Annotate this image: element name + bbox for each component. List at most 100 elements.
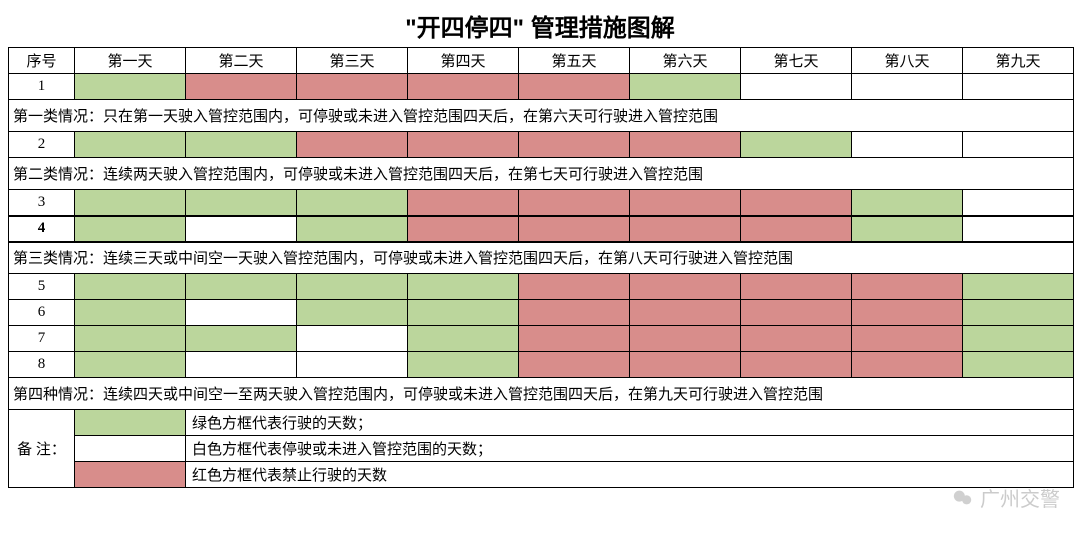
row-index: 8	[9, 352, 75, 378]
table-row: 2	[9, 132, 1074, 158]
cell-white	[297, 326, 408, 352]
header-row: 序号第一天第二天第三天第四天第五天第六天第七天第八天第九天	[9, 48, 1074, 74]
col-day-2: 第二天	[186, 48, 297, 74]
col-day-8: 第八天	[852, 48, 963, 74]
description-text: 第二类情况：连续两天驶入管控范围内，可停驶或未进入管控范围四天后，在第七天可行驶…	[9, 158, 1074, 190]
row-index: 1	[9, 74, 75, 100]
col-day-5: 第五天	[519, 48, 630, 74]
cell-green	[963, 326, 1074, 352]
col-day-3: 第三天	[297, 48, 408, 74]
cell-red	[519, 190, 630, 216]
cell-red	[297, 132, 408, 158]
row-index: 2	[9, 132, 75, 158]
cell-green	[75, 326, 186, 352]
cell-red	[408, 74, 519, 100]
cell-white	[963, 74, 1074, 100]
legend-label: 备 注：	[9, 410, 75, 488]
cell-green	[408, 352, 519, 378]
description-text: 第一类情况：只在第一天驶入管控范围内，可停驶或未进入管控范围四天后，在第六天可行…	[9, 100, 1074, 132]
cell-red	[408, 132, 519, 158]
cell-red	[741, 352, 852, 378]
watermark-text: 广州交警	[980, 483, 1060, 512]
legend-swatch-green	[75, 410, 186, 436]
cell-red	[630, 274, 741, 300]
table-row: 6	[9, 300, 1074, 326]
table-row: 8	[9, 352, 1074, 378]
cell-green	[297, 300, 408, 326]
cell-red	[297, 74, 408, 100]
cell-red	[741, 190, 852, 216]
cell-green	[75, 74, 186, 100]
cell-green	[186, 326, 297, 352]
legend-swatch-white	[75, 436, 186, 462]
cell-red	[408, 216, 519, 242]
legend-text: 绿色方框代表行驶的天数；	[186, 410, 1074, 436]
cell-green	[75, 190, 186, 216]
legend-text: 红色方框代表禁止行驶的天数	[186, 462, 1074, 488]
table-row: 4	[9, 216, 1074, 242]
schedule-table: 序号第一天第二天第三天第四天第五天第六天第七天第八天第九天 1第一类情况：只在第…	[8, 47, 1074, 488]
cell-green	[741, 132, 852, 158]
table-row: 3	[9, 190, 1074, 216]
description-row: 第二类情况：连续两天驶入管控范围内，可停驶或未进入管控范围四天后，在第七天可行驶…	[9, 158, 1074, 190]
col-index: 序号	[9, 48, 75, 74]
cell-green	[75, 300, 186, 326]
legend-text: 白色方框代表停驶或未进入管控范围的天数；	[186, 436, 1074, 462]
col-day-7: 第七天	[741, 48, 852, 74]
description-text: 第四种情况：连续四天或中间空一至两天驶入管控范围内，可停驶或未进入管控范围四天后…	[9, 378, 1074, 410]
cell-red	[852, 352, 963, 378]
cell-red	[519, 132, 630, 158]
row-index: 7	[9, 326, 75, 352]
cell-green	[297, 216, 408, 242]
cell-green	[75, 352, 186, 378]
cell-white	[852, 132, 963, 158]
table-row: 5	[9, 274, 1074, 300]
cell-red	[630, 300, 741, 326]
cell-white	[741, 74, 852, 100]
cell-white	[963, 190, 1074, 216]
cell-white	[186, 300, 297, 326]
cell-white	[186, 216, 297, 242]
cell-red	[630, 352, 741, 378]
row-index: 6	[9, 300, 75, 326]
cell-green	[186, 274, 297, 300]
cell-white	[186, 352, 297, 378]
cell-green	[408, 300, 519, 326]
cell-white	[963, 216, 1074, 242]
cell-red	[519, 326, 630, 352]
cell-green	[630, 74, 741, 100]
cell-red	[852, 300, 963, 326]
cell-green	[75, 132, 186, 158]
cell-white	[963, 132, 1074, 158]
legend-row: 白色方框代表停驶或未进入管控范围的天数；	[9, 436, 1074, 462]
cell-red	[408, 190, 519, 216]
cell-green	[963, 274, 1074, 300]
cell-red	[519, 300, 630, 326]
cell-white	[852, 74, 963, 100]
cell-red	[630, 326, 741, 352]
row-index: 4	[9, 216, 75, 242]
wechat-icon	[952, 487, 974, 509]
cell-green	[852, 190, 963, 216]
col-day-4: 第四天	[408, 48, 519, 74]
cell-green	[186, 190, 297, 216]
legend-row: 红色方框代表禁止行驶的天数	[9, 462, 1074, 488]
watermark: 广州交警	[952, 483, 1060, 512]
cell-red	[741, 216, 852, 242]
description-row: 第四种情况：连续四天或中间空一至两天驶入管控范围内，可停驶或未进入管控范围四天后…	[9, 378, 1074, 410]
cell-red	[741, 274, 852, 300]
cell-red	[630, 190, 741, 216]
legend-row: 备 注：绿色方框代表行驶的天数；	[9, 410, 1074, 436]
row-index: 5	[9, 274, 75, 300]
cell-green	[75, 274, 186, 300]
table-row: 1	[9, 74, 1074, 100]
cell-red	[519, 274, 630, 300]
cell-green	[408, 274, 519, 300]
description-row: 第三类情况：连续三天或中间空一天驶入管控范围内，可停驶或未进入管控范围四天后，在…	[9, 242, 1074, 274]
col-day-6: 第六天	[630, 48, 741, 74]
col-day-9: 第九天	[963, 48, 1074, 74]
cell-red	[630, 132, 741, 158]
cell-red	[852, 274, 963, 300]
cell-green	[186, 132, 297, 158]
cell-red	[186, 74, 297, 100]
